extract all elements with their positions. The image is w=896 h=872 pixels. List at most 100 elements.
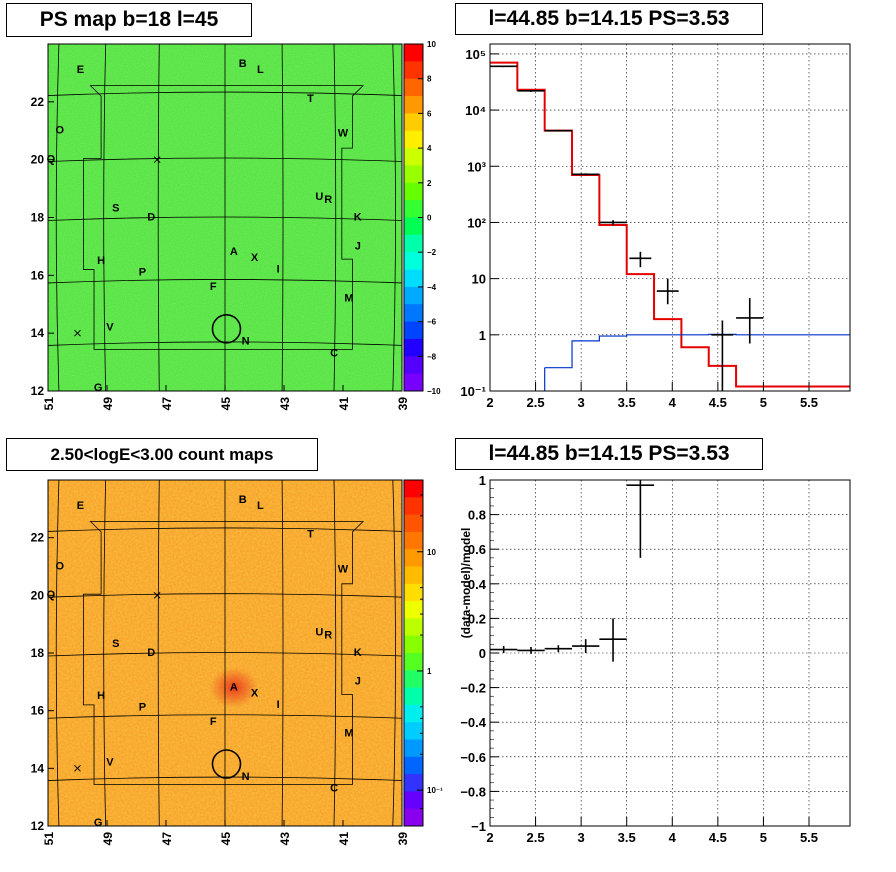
source-label-H: H [97,255,105,267]
source-label-I: I [277,263,280,275]
source-label-U: U [315,627,323,639]
grid-line-lat [47,279,403,284]
cross-marker [153,156,161,164]
colorbar-segment [404,304,423,323]
colorbar-segment [404,96,423,114]
residual-panel: 2 2.5 3 3.5 4 4.5 5 5.5 −1 −0.8 −0.6 −0.4 −0.2 0 0.2 0.… [459,473,851,845]
target-circle [211,749,242,779]
source-label-V: V [106,321,114,333]
y-tick-label: 20 [31,153,45,167]
x-tick-label: 5 [760,395,767,410]
colorbar-segment [404,373,423,392]
colorbar-tick-label: −10 [427,387,441,396]
cross-marker [74,764,81,772]
grid-line-lon [333,43,337,392]
grid-line-lon [103,43,107,392]
colorbar-segment [404,61,423,80]
colorbar-segment [404,618,423,637]
cross-marker [153,591,161,599]
source-label-T: T [307,529,314,541]
colorbar-segment [404,286,423,305]
colorbar-segment [404,653,423,671]
x-tick-label: 51 [42,397,56,411]
source-label-H: H [97,690,105,702]
y-tick-label: 16 [31,704,45,718]
x-tick-label: 43 [278,397,292,411]
source-label-N: N [242,771,250,783]
source-label-A: A [230,246,238,258]
source-hotspot [209,667,258,708]
x-tick-label: 5.5 [800,395,818,410]
source-label-D: D [147,647,155,659]
coordinate-grid [47,479,403,827]
y-tick-label: 0.2 [468,611,486,626]
y-tick-label: 10 [472,272,486,287]
colorbar-tick-label: 8 [427,75,432,84]
source-label-J: J [355,240,361,252]
grid-line-lat [47,341,403,346]
source-label-F: F [210,281,217,293]
source-label-D: D [147,211,155,223]
grid-line-lat [47,593,403,598]
colorbar-segment [404,338,423,357]
colorbar-tick-label: 10 [427,548,436,557]
colorbar-segment [404,269,423,288]
colorbar-segment [404,182,423,201]
source-label-P: P [139,702,146,714]
survey-footprint [83,85,365,350]
x-tick-label: 4.5 [709,395,727,410]
source-label-X: X [251,252,259,264]
source-label-W: W [338,563,349,575]
colorbar-segment [404,566,423,585]
y-tick-label: 22 [31,531,45,545]
grid-line-lon [103,479,107,827]
y-tick-label: 20 [31,588,45,602]
colorbar-segment [404,601,423,619]
colorbar-segment [404,670,423,689]
colorbar-tick-label: 10 [427,40,436,49]
colorbar-segment [404,739,423,758]
colorbar-segment [404,774,423,792]
y-tick-label: 12 [31,384,45,398]
x-tick-label: 47 [160,397,174,411]
y-tick-label: −0.2 [460,681,486,696]
colorbar-segment [404,549,423,567]
colorbar-segment [404,130,423,149]
y-tick-label: 1 [479,328,486,343]
colorbar-segment [404,480,423,498]
source-label-V: V [106,756,114,768]
x-tick-label: 49 [101,832,115,846]
colorbar-segment [404,583,423,602]
colorbar-segment [404,78,423,97]
model-step-line [490,61,850,388]
colorbar-segment [404,531,423,550]
grid-line-lat [47,91,403,96]
y-tick-label: 10³ [467,159,486,174]
y-tick-label: 10⁴ [465,103,486,118]
source-label-E: E [77,500,84,512]
grid-line-lat [47,157,403,162]
background-step-line [544,333,850,369]
y-tick-label: 14 [31,761,45,775]
y-tick-label: −0.8 [460,784,486,799]
x-tick-label: 2.5 [527,395,545,410]
x-tick-label: 5 [760,830,767,845]
grid [489,44,850,392]
x-tick-label: 41 [337,832,351,846]
source-label-M: M [344,728,353,740]
source-label-S: S [112,638,119,650]
x-tick-label: 3.5 [618,830,636,845]
coordinate-grid [47,43,403,392]
cross-marker [74,329,81,337]
colorbar-segment [404,165,423,184]
source-label-L: L [257,64,264,76]
y-tick-label: 12 [31,819,45,833]
colorbar-segment [404,791,423,810]
grid-line-lat [47,527,403,532]
source-label-U: U [315,191,323,203]
source-label-J: J [355,676,361,688]
source-label-G: G [94,382,103,394]
y-tick-label: −0.4 [460,715,486,730]
y-tick-label: −0.6 [460,750,486,765]
